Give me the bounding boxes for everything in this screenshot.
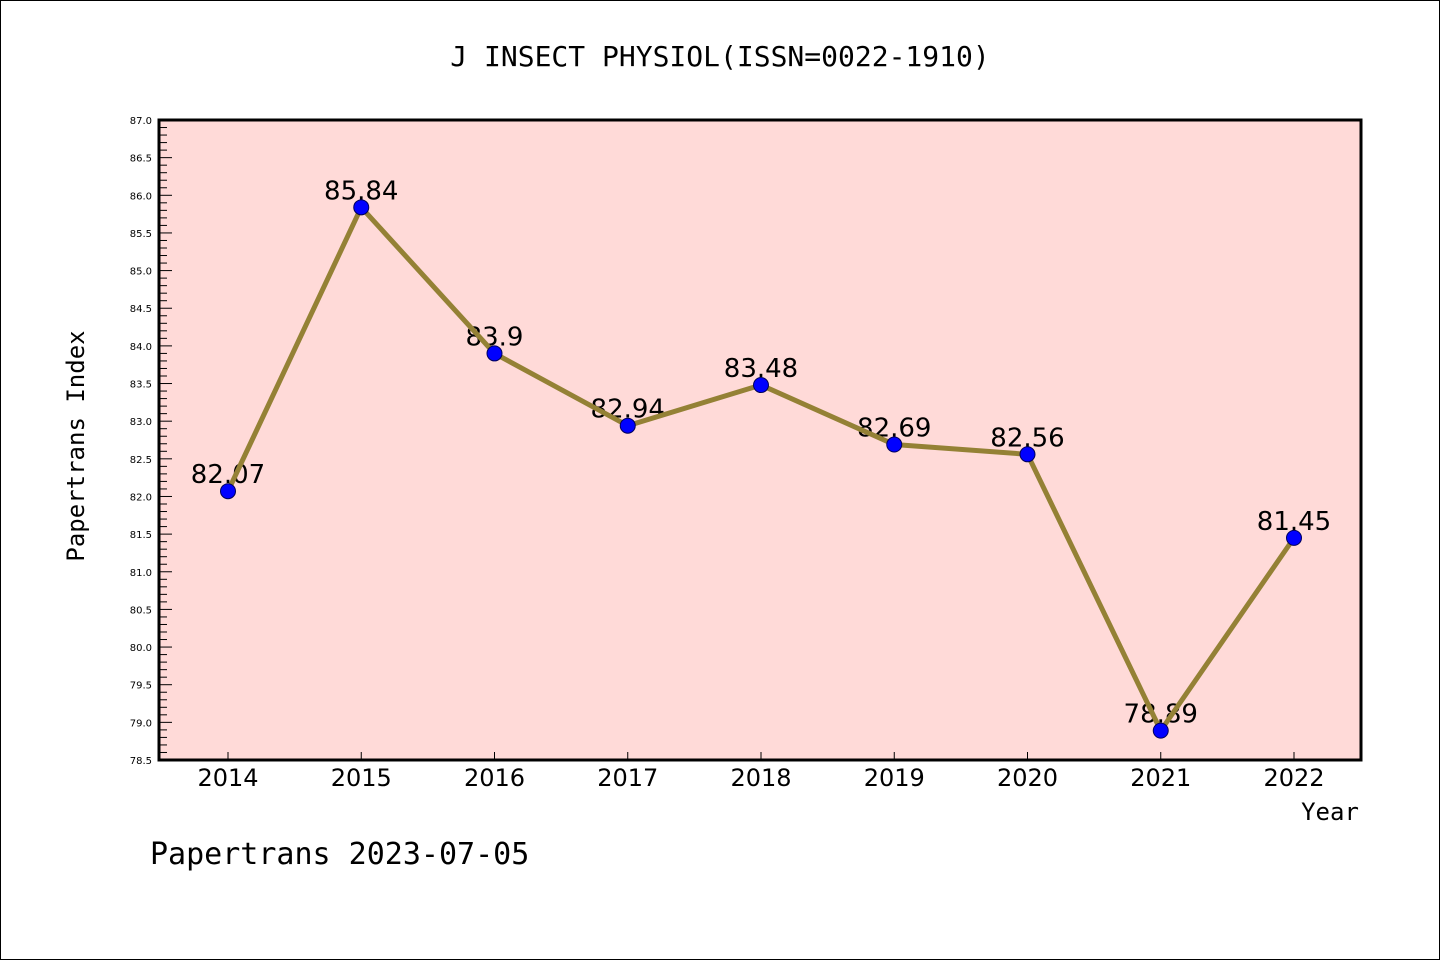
footer-text: Papertrans 2023-07-05 bbox=[150, 837, 529, 872]
y-tick-label: 79.5 bbox=[130, 681, 152, 692]
data-point-marker bbox=[1286, 529, 1302, 546]
data-point-marker bbox=[1019, 446, 1036, 463]
y-tick-label: 80.0 bbox=[130, 643, 152, 654]
x-tick-label: 2019 bbox=[864, 764, 925, 792]
x-axis-ticks: 2014 2015 2016 2017 2018 2019 2020 2021 2022 bbox=[197, 752, 1325, 792]
data-point-marker bbox=[886, 436, 903, 453]
x-tick-label: 2017 bbox=[597, 764, 658, 792]
x-tick-label: 2020 bbox=[997, 764, 1058, 792]
plot-border bbox=[157, 118, 1363, 762]
data-point-marker bbox=[1152, 722, 1169, 739]
x-tick-label: 2021 bbox=[1130, 764, 1191, 792]
x-tick-label: 2022 bbox=[1263, 764, 1324, 792]
data-point-marker bbox=[753, 377, 769, 394]
y-tick-label: 83.0 bbox=[130, 417, 152, 428]
markers bbox=[220, 199, 1302, 739]
plot-area bbox=[159, 120, 1361, 760]
y-tick-label: 84.5 bbox=[130, 304, 152, 315]
x-tick-label: 2018 bbox=[730, 764, 791, 792]
y-tick-label: 84.0 bbox=[130, 342, 152, 353]
data-point-marker bbox=[486, 345, 503, 362]
y-tick-label: 87.0 bbox=[130, 116, 152, 127]
y-tick-label: 82.0 bbox=[130, 492, 152, 503]
y-axis-ticks: 78.5 79.0 79.5 80.0 80.5 81.0 81.5 82.0 82.5 83.0… bbox=[130, 116, 172, 767]
x-tick-label: 2014 bbox=[197, 764, 258, 792]
y-tick-label: 81.5 bbox=[130, 530, 152, 541]
chart-title: J INSECT PHYSIOL(ISSN=0022-1910) bbox=[450, 40, 989, 73]
x-axis-label: Year bbox=[1301, 798, 1359, 826]
y-tick-label: 78.5 bbox=[130, 756, 152, 767]
y-tick-label: 80.5 bbox=[130, 605, 152, 616]
y-tick-label: 82.5 bbox=[130, 455, 152, 466]
y-tick-label: 85.5 bbox=[130, 229, 152, 240]
y-tick-label: 79.0 bbox=[130, 718, 152, 729]
y-tick-label: 81.0 bbox=[130, 568, 152, 579]
x-tick-label: 2016 bbox=[464, 764, 525, 792]
y-tick-label: 83.5 bbox=[130, 380, 152, 391]
y-tick-label: 86.0 bbox=[130, 191, 152, 202]
x-tick-label: 2015 bbox=[331, 764, 392, 792]
data-point-marker bbox=[353, 199, 370, 216]
y-axis-label: Papertrans Index bbox=[62, 330, 90, 561]
y-tick-label: 85.0 bbox=[130, 267, 152, 278]
y-tick-label: 86.5 bbox=[130, 154, 152, 165]
data-point-marker bbox=[619, 417, 636, 434]
data-point-marker bbox=[220, 483, 236, 500]
